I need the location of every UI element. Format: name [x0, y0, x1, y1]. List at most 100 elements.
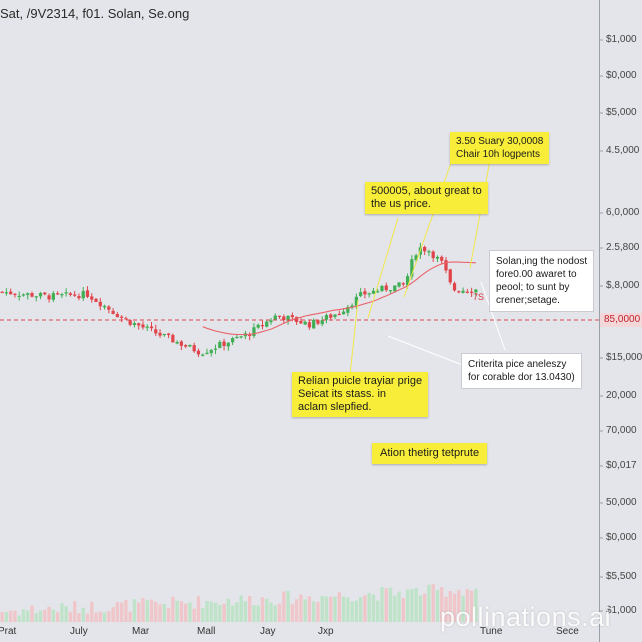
candle-body: [440, 256, 444, 261]
volume-bar: [111, 607, 115, 622]
candle-body: [179, 341, 184, 346]
volume-bar: [354, 600, 359, 622]
candle-body: [239, 336, 243, 338]
volume-bar: [418, 595, 423, 622]
annotation-bottom-left[interactable]: Relian puicle trayiar prige Seicat its s…: [292, 372, 429, 417]
candle-body: [196, 350, 201, 355]
volume-bar: [320, 595, 324, 622]
volume-bar: [60, 603, 64, 622]
candle-body: [226, 342, 230, 347]
price-tick-label: $,8,000: [606, 280, 640, 291]
annotation-middle[interactable]: 500005, about great to the us price.: [365, 182, 488, 214]
candle-body: [427, 251, 431, 253]
candle-body: [230, 338, 235, 343]
candles: [0, 242, 478, 357]
candle-body: [260, 325, 265, 327]
candle-body: [290, 315, 294, 318]
volume-bar: [380, 587, 384, 622]
volume-bar: [239, 595, 243, 622]
volume-bar: [422, 593, 427, 622]
volume-bar: [149, 599, 154, 622]
volume-bar: [77, 613, 81, 622]
candle-body: [282, 316, 286, 321]
candle-body: [166, 333, 171, 336]
price-axis[interactable]: [599, 0, 600, 642]
candle-body: [324, 315, 329, 320]
volume-bar: [81, 607, 85, 622]
volume-bar: [68, 611, 73, 622]
volume-bar: [256, 605, 260, 622]
candle-body: [299, 321, 303, 324]
volume-bar: [324, 596, 329, 622]
volume-bar: [410, 589, 414, 622]
volume-bar: [218, 604, 222, 622]
volume-bar: [102, 612, 107, 622]
volume-bar: [341, 596, 346, 622]
volume-bar: [431, 584, 435, 622]
price-tick-label: $15,000: [606, 352, 642, 363]
volume-bar: [179, 601, 184, 622]
volume-bar: [282, 591, 286, 622]
volume-bar: [94, 612, 98, 622]
candle-body: [30, 293, 34, 297]
volume-bar: [260, 597, 265, 622]
candle-body: [286, 315, 290, 321]
leader-line: [469, 159, 491, 269]
candle-body: [461, 290, 465, 293]
candle-body: [384, 285, 388, 291]
annotation-white-right[interactable]: Solan,ing the nodost fore0.00 awaret to …: [489, 250, 595, 312]
candle-body: [405, 276, 410, 286]
volume-bar: [136, 602, 141, 622]
candle-body: [448, 269, 452, 283]
candle-body: [9, 291, 13, 295]
candle-body: [393, 285, 397, 292]
annotation-white-lower[interactable]: Criterita pice aneleszy for corable dor …: [461, 353, 582, 389]
price-tick-label: $5,000: [606, 107, 637, 118]
volume-bar: [384, 588, 388, 622]
volume-bar: [448, 591, 452, 622]
annotation-line: Seicat its stass. in: [298, 388, 387, 400]
volume-bar: [388, 587, 393, 622]
volume-bar: [196, 596, 201, 622]
candle-body: [4, 292, 9, 294]
price-tick-label: 2.5,800: [606, 242, 640, 253]
annotation-bottom-right[interactable]: Ation thetirg tetprute: [372, 443, 488, 464]
volume-bar: [90, 601, 94, 622]
volume-bar: [64, 606, 68, 622]
volume-bar: [311, 601, 316, 622]
candle-body: [34, 296, 38, 298]
volume-bar: [371, 594, 376, 622]
volume-bar: [367, 592, 371, 622]
price-tick-label: $0,017: [606, 460, 637, 471]
candle-body: [51, 293, 55, 300]
candle-body: [94, 298, 98, 302]
candle-body: [469, 291, 474, 293]
time-tick-label: Mall: [197, 626, 216, 637]
candle-body: [0, 291, 4, 293]
price-tick-label: 6,0,000: [606, 207, 640, 218]
volume-bar: [465, 589, 470, 622]
candle-body: [145, 326, 149, 328]
candle-body: [111, 310, 115, 314]
annotation-top-right[interactable]: 3.50 Suary 30,0008 Chair 10h logpents: [450, 132, 550, 164]
price-tick-label: $1,000: [606, 605, 637, 616]
volume-bar: [303, 599, 307, 622]
price-flag-label: 7S: [473, 292, 485, 302]
price-tick-label: $0,000: [606, 532, 637, 543]
volume-bar: [333, 596, 337, 622]
volume-bar: [286, 590, 290, 622]
price-tick-label: $0,000: [606, 70, 637, 81]
volume-bar: [346, 597, 350, 622]
volume-bar: [13, 610, 17, 622]
candle-body: [380, 286, 384, 291]
volume-bar: [277, 603, 282, 622]
annotation-line: Solan,ing the nodost: [496, 256, 588, 267]
chart-header-title: Sat, /9V2314, f01. Solan, Se.ong: [0, 6, 190, 21]
annotation-line: fore0.00 awaret to: [496, 269, 577, 280]
current-price-badge: 85,0000: [600, 313, 642, 327]
price-tick-label: 20,000: [606, 390, 637, 401]
moving-average-line: [202, 261, 476, 336]
time-tick-label: Mar: [132, 626, 150, 637]
